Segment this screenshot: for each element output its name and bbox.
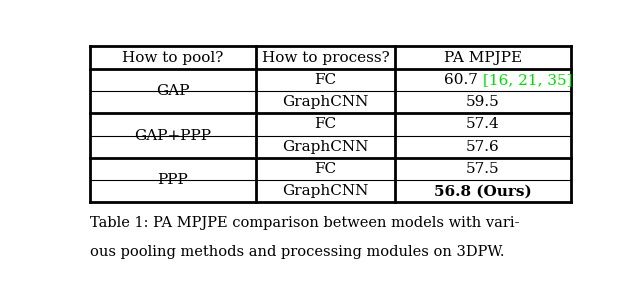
Text: FC: FC: [314, 73, 337, 87]
Text: FC: FC: [314, 118, 337, 131]
Text: 60.7: 60.7: [444, 73, 483, 87]
Text: 56.8 (Ours): 56.8 (Ours): [434, 184, 532, 198]
Text: How to process?: How to process?: [262, 51, 389, 64]
Text: 57.5: 57.5: [466, 162, 500, 176]
Text: 59.5: 59.5: [466, 95, 500, 109]
Text: GraphCNN: GraphCNN: [282, 140, 369, 154]
Text: PPP: PPP: [157, 173, 188, 187]
Text: GAP+PPP: GAP+PPP: [134, 129, 211, 143]
Text: PA MPJPE: PA MPJPE: [444, 51, 522, 64]
Text: 57.6: 57.6: [466, 140, 500, 154]
Text: GAP: GAP: [156, 84, 189, 98]
Text: 57.4: 57.4: [466, 118, 500, 131]
Text: ous pooling methods and processing modules on 3DPW.: ous pooling methods and processing modul…: [90, 245, 504, 259]
Text: Table 1: PA MPJPE comparison between models with vari-: Table 1: PA MPJPE comparison between mod…: [90, 216, 520, 231]
Text: GraphCNN: GraphCNN: [282, 184, 369, 198]
Text: [16, 21, 35]: [16, 21, 35]: [483, 73, 573, 87]
Text: How to pool?: How to pool?: [122, 51, 224, 64]
Text: GraphCNN: GraphCNN: [282, 95, 369, 109]
Text: FC: FC: [314, 162, 337, 176]
